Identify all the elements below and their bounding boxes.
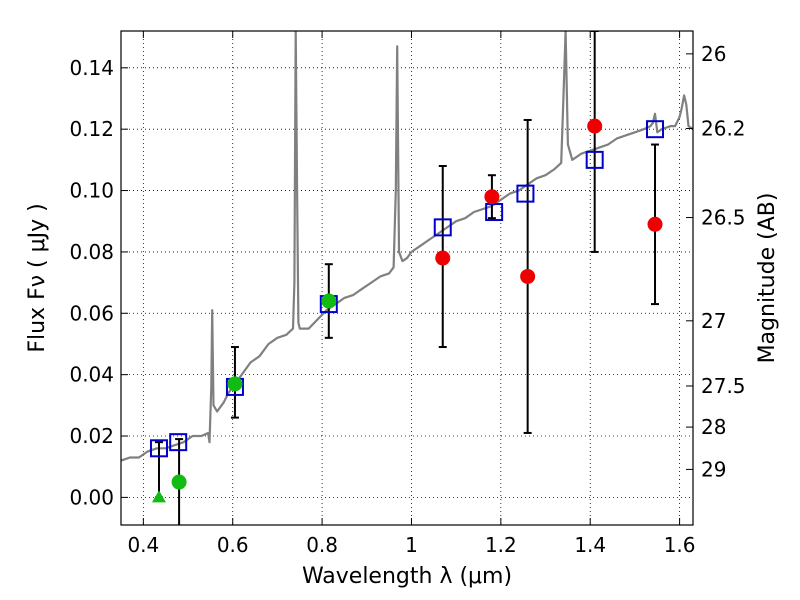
y2-tick-label: 26	[701, 42, 726, 66]
observed-green-marker	[227, 376, 243, 392]
y-tick-label: 0.02	[69, 424, 114, 448]
x-tick-label: 1	[405, 533, 418, 557]
model-spectrum-line	[121, 31, 693, 462]
x-tick-label: 0.4	[127, 533, 159, 557]
model-photometry-marker	[149, 439, 168, 458]
y2-tick-label: 27	[701, 309, 726, 333]
x-tick-label: 1.6	[664, 533, 696, 557]
plot-area	[121, 31, 693, 525]
y-tick-label: 0.04	[69, 363, 114, 387]
observed-red-marker	[484, 189, 500, 205]
y-tick-label: 0.08	[69, 240, 114, 264]
model-photometry-marker	[433, 218, 452, 237]
y-axis-title: Flux Fν ( μJy )	[25, 203, 50, 352]
y2-tick-label: 29	[701, 457, 726, 481]
y2-tick-label: 26.2	[701, 116, 746, 140]
x-tick-label: 1.2	[485, 533, 517, 557]
y-tick-label: 0.12	[69, 117, 114, 141]
observed-red-marker	[520, 268, 536, 284]
model-photometry-marker	[516, 184, 535, 203]
y2-tick-label: 27.5	[701, 374, 746, 398]
observed-red-marker	[435, 250, 451, 266]
x-tick-label: 0.8	[306, 533, 338, 557]
x-tick-label: 0.6	[217, 533, 249, 557]
model-photometry-marker	[646, 120, 665, 139]
observed-red-marker	[647, 216, 663, 232]
x-tick-label: 1.4	[574, 533, 606, 557]
axis-ticks: 0.4 0.6 0.8 1 1.2 1.4 1.6 0.00 0.02 0.04 0.06 0.08 0…	[69, 31, 746, 557]
model-photometry-marker	[485, 203, 504, 222]
observed-green-marker	[321, 293, 337, 309]
upper-limit-marker	[151, 490, 166, 503]
y-tick-label: 0.10	[69, 179, 114, 203]
model-photometry-marker	[169, 433, 188, 452]
y2-tick-label: 28	[701, 415, 726, 439]
x-axis-title: Wavelength λ (μm)	[302, 564, 512, 589]
y-tick-label: 0.06	[69, 301, 114, 325]
observed-green-marker	[171, 474, 187, 490]
y2-axis-title: Magnitude (AB)	[755, 193, 780, 364]
y-tick-label: 0.14	[69, 56, 114, 80]
y-tick-label: 0.00	[69, 485, 114, 509]
model-photometry-marker	[585, 150, 604, 169]
plot-frame	[120, 30, 694, 526]
y2-tick-label: 26.5	[701, 206, 746, 230]
observed-red-marker	[587, 118, 603, 134]
